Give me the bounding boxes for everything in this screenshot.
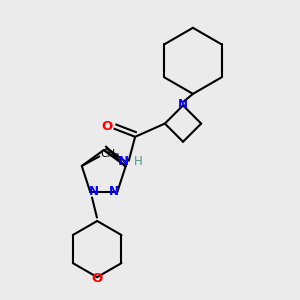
Text: O: O <box>92 272 103 285</box>
Text: H: H <box>134 155 142 168</box>
Text: N: N <box>178 98 188 111</box>
Text: N: N <box>118 155 129 168</box>
Text: CH₃: CH₃ <box>100 149 119 159</box>
Text: O: O <box>101 120 113 134</box>
Text: N: N <box>88 185 98 198</box>
Text: N: N <box>109 185 119 198</box>
